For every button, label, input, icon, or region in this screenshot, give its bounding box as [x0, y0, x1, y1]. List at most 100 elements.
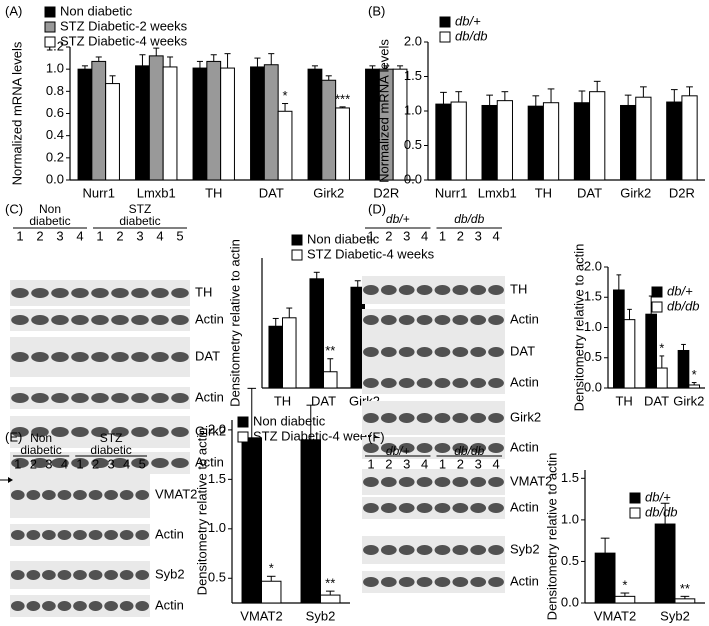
row-label: TH: [195, 284, 212, 299]
blot-band: [398, 545, 415, 555]
bar: [573, 102, 591, 181]
legend-label: STZ Diabetic-4 weeks: [253, 428, 381, 443]
y-tick-label: 0.0: [46, 171, 64, 186]
row-label: TH: [510, 281, 527, 296]
legend-label: Non diabetic: [307, 231, 380, 246]
blot-band: [416, 577, 433, 587]
x-tick-label: Girk2: [620, 185, 651, 200]
lane-number: 4: [421, 456, 428, 471]
lane-number: 1: [96, 228, 103, 243]
blot-band: [71, 393, 89, 403]
legend-swatch: [629, 492, 641, 504]
blot-band: [10, 601, 25, 611]
y-axis-label: Densitometry relative to actin: [571, 244, 586, 412]
lane-number: 5: [176, 228, 183, 243]
legend-label: db/db: [455, 28, 488, 43]
blot-band: [363, 443, 379, 453]
blot-band: [88, 570, 103, 580]
row-label: Girk2: [510, 409, 541, 424]
group-label: db/+: [385, 212, 410, 226]
blot-band: [26, 601, 41, 611]
blot-band: [104, 601, 118, 611]
blot-band: [434, 443, 451, 453]
blot-band: [42, 490, 56, 500]
legend-label: STZ Diabetic-2 weeks: [60, 18, 188, 33]
significance-label: ***: [335, 91, 350, 106]
bar: [206, 60, 222, 181]
legend-label: STZ Diabetic-4 weeks: [307, 246, 435, 261]
blot-band: [111, 393, 129, 403]
blot-band: [452, 285, 469, 295]
blot-band: [11, 315, 29, 325]
legend-swatch: [291, 249, 303, 261]
significance-label: **: [325, 343, 335, 358]
significance-label: *: [283, 88, 288, 103]
x-tick-label: Girk2: [313, 185, 344, 200]
lane-number: 3: [107, 456, 114, 471]
blot-band: [57, 570, 72, 580]
legend-label: STZ Diabetic-4 weeks: [60, 33, 188, 48]
blot-band: [470, 413, 487, 423]
lane-number: 4: [61, 456, 68, 471]
bar: [654, 523, 676, 604]
y-axis-label: Normalized mRNA levels: [376, 39, 391, 183]
y-axis-label: Normalized mRNA levels: [9, 41, 24, 185]
blot-band: [135, 601, 150, 611]
row-label: Actin: [195, 311, 224, 326]
blot-band: [111, 288, 129, 298]
x-tick-label: Girk2: [673, 393, 704, 408]
blot-band: [398, 577, 415, 587]
x-tick-label: D2R: [669, 185, 695, 200]
blot-band: [416, 378, 433, 388]
significance-label: *: [269, 561, 274, 576]
lane-number: 4: [421, 228, 428, 243]
lane-number: 2: [385, 456, 392, 471]
blot-band: [151, 427, 169, 437]
row-label: Actin: [195, 389, 224, 404]
significance-label: **: [680, 581, 690, 596]
row-label: Actin: [510, 311, 539, 326]
y-axis-label: Densitometry relative to actin: [544, 453, 559, 621]
blot-band: [88, 530, 103, 540]
blot-strip: [362, 372, 505, 394]
blot-band: [363, 477, 379, 487]
blot-band: [119, 601, 134, 611]
blot-band: [380, 545, 397, 555]
group-label: db/db: [454, 212, 485, 226]
blot-band: [434, 545, 451, 555]
blot-band: [135, 570, 150, 580]
blot-band: [434, 378, 451, 388]
row-label: Girk2: [195, 423, 226, 438]
blot-band: [91, 352, 109, 362]
x-tick-label: D2R: [373, 185, 399, 200]
blot-band: [31, 352, 49, 362]
blot-band: [488, 577, 504, 587]
blot-band: [111, 352, 129, 362]
blot-band: [380, 285, 397, 295]
blot-band: [26, 490, 41, 500]
y-tick-label: 0.0: [584, 379, 602, 394]
blot-band: [416, 315, 433, 325]
blot-band: [434, 315, 451, 325]
bar: [614, 595, 636, 604]
x-tick-label: TH: [615, 393, 632, 408]
y-tick-label: 2.0: [404, 33, 422, 48]
arrow-head: [8, 477, 13, 483]
bar: [263, 64, 279, 181]
y-tick-label: 1.5: [561, 470, 579, 485]
blot-band: [416, 285, 433, 295]
blot-band: [470, 285, 487, 295]
blot-band: [111, 427, 129, 437]
blot-band: [416, 347, 433, 357]
blot-band: [380, 378, 397, 388]
bar: [277, 110, 293, 181]
group-label: Non diabetic: [29, 202, 71, 228]
blot-band: [380, 503, 397, 513]
blot-band: [470, 545, 487, 555]
significance-label: *: [659, 340, 664, 355]
bar: [623, 319, 636, 389]
bar: [666, 101, 683, 181]
blot-band: [363, 378, 379, 388]
blot-band: [31, 458, 49, 468]
